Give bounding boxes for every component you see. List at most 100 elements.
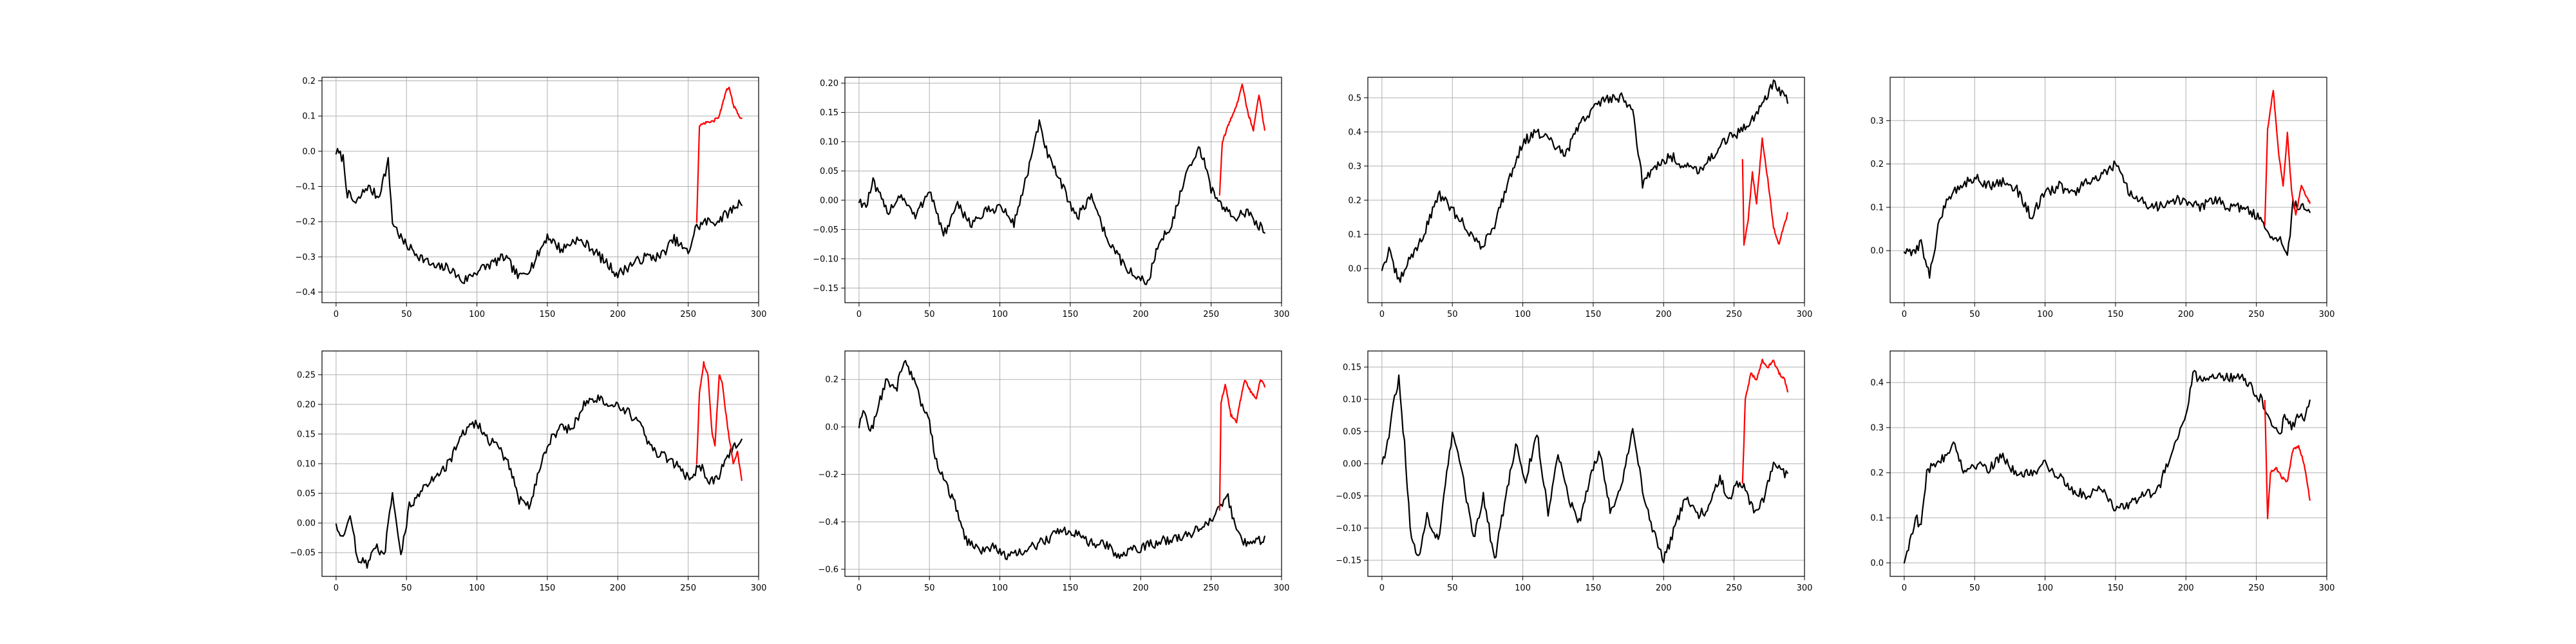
x-tick-label: 50 [1969,583,1980,593]
y-tick-label: −0.05 [1336,492,1361,502]
x-tick-label: 200 [1133,310,1149,319]
y-tick-label: 0.15 [297,430,316,439]
subplot-3: 0 50 100 150 200 250 300 0.0 0.1 0.2 0.3 0.4 0.5 [1348,77,1812,319]
y-tick-label: −0.10 [813,254,838,264]
y-tick-label: −0.05 [813,225,838,235]
series-line-black [335,394,743,569]
y-tick-label: 0.10 [297,460,316,469]
x-tick-label: 150 [1586,310,1602,319]
x-tick-label: 100 [2037,583,2053,593]
y-tick-label: 0.20 [820,79,838,89]
y-tick-label: 0.1 [1870,514,1884,524]
y-tick-label: 0.1 [1870,203,1884,213]
y-tick-label: 0.05 [297,489,316,499]
y-tick-label: 0.1 [302,112,316,122]
y-tick-label: −0.2 [295,218,316,227]
y-tick-label: 0.0 [1348,264,1361,274]
x-tick-label: 250 [1203,310,1219,319]
subplot-8: 0 50 100 150 200 250 300 0.0 0.1 0.2 0.3 0.4 [1870,350,2335,593]
x-tick-label: 250 [680,310,696,319]
y-tick-label: 0.05 [1343,428,1361,437]
x-tick-label: 100 [469,583,485,593]
x-tick-label: 50 [401,583,412,593]
subplot-7: 0 50 100 150 200 250 300 −0.15 −0.10 −0.05 0.00 0.0… [1336,350,1813,593]
x-tick-label: 200 [2178,310,2194,319]
x-tick-label: 150 [1586,583,1602,593]
x-tick-label: 100 [1515,310,1531,319]
x-tick-label: 0 [857,583,862,593]
x-tick-label: 150 [2108,583,2124,593]
x-tick-label: 100 [1515,583,1531,593]
x-tick-label: 300 [2319,310,2335,319]
x-tick-label: 0 [857,310,862,319]
x-tick-label: 150 [1063,583,1079,593]
series-line-red [2264,399,2311,520]
x-tick-label: 100 [2037,310,2053,319]
x-tick-label: 250 [680,583,696,593]
series-line-black [335,147,743,285]
x-tick-label: 250 [1726,583,1742,593]
series-line-red [1218,379,1265,511]
x-tick-label: 150 [540,583,556,593]
x-tick-label: 50 [924,310,935,319]
series-line-red [1741,358,1788,484]
y-tick-label: 0.1 [1348,230,1361,240]
y-tick-label: 0.25 [297,370,316,380]
y-tick-label: −0.15 [813,284,838,294]
series-line-red [2264,90,2311,226]
y-tick-label: −0.6 [818,565,838,574]
plot-frame [1367,77,1805,303]
y-tick-label: 0.15 [820,108,838,118]
x-tick-label: 0 [1902,310,1907,319]
y-tick-label: 0.20 [297,400,316,410]
x-tick-label: 50 [1447,583,1458,593]
y-tick-label: 0.2 [1870,469,1884,478]
y-tick-label: 0.4 [1870,379,1884,388]
x-tick-label: 0 [1902,583,1907,593]
series-line-black [858,119,1265,285]
y-tick-label: −0.10 [1336,524,1361,534]
x-tick-label: 100 [992,310,1008,319]
series-line-black [1381,374,1788,564]
y-tick-label: −0.05 [290,549,316,558]
x-tick-label: 200 [2178,583,2194,593]
plot-frame [1889,350,2327,577]
x-tick-label: 300 [1797,583,1813,593]
y-tick-label: 0.00 [820,196,838,205]
series-line-red [1741,137,1788,246]
y-tick-label: 0.0 [1870,247,1884,256]
y-tick-label: −0.1 [295,182,316,192]
series-line-red [696,361,743,481]
x-tick-label: 200 [610,583,626,593]
x-tick-label: 100 [992,583,1008,593]
subplot-2: 0 50 100 150 200 250 300 −0.15 −0.10 −0.05 0.00 0.0… [813,77,1289,319]
x-tick-label: 50 [401,310,412,319]
subplot-6: 0 50 100 150 200 250 300 −0.6 −0.4 −0.2 0.0 0.2 [818,350,1289,593]
x-tick-label: 300 [1797,310,1813,319]
y-tick-label: 0.3 [1870,424,1884,433]
x-tick-label: 300 [1274,310,1290,319]
y-tick-label: 0.0 [1870,559,1884,569]
subplot-1: 0 50 100 150 200 250 300 −0.4 −0.3 −0.2 −0.1 0.0 0.1… [295,77,766,319]
x-tick-label: 50 [1969,310,1980,319]
subplot-4: 0 50 100 150 200 250 300 0.0 0.1 0.2 0.3 [1870,77,2334,319]
y-tick-label: −0.4 [818,518,838,527]
y-tick-label: −0.2 [818,470,838,480]
x-tick-label: 0 [1379,583,1385,593]
y-tick-label: 0.2 [1348,196,1361,205]
series-line-black [1903,160,2311,279]
x-tick-label: 250 [1203,583,1219,593]
x-tick-label: 300 [2319,583,2335,593]
y-tick-label: 0.0 [302,147,316,156]
plot-frame [844,77,1282,303]
x-tick-label: 50 [1447,310,1458,319]
x-tick-label: 0 [334,583,339,593]
x-tick-label: 300 [751,583,767,593]
series-line-red [696,86,743,223]
y-tick-label: −0.15 [1336,556,1361,566]
y-tick-label: 0.15 [1343,363,1361,373]
y-tick-label: 0.2 [1870,160,1884,169]
y-tick-label: 0.4 [1348,128,1361,137]
y-tick-label: 0.2 [825,375,838,385]
x-tick-label: 200 [1133,583,1149,593]
